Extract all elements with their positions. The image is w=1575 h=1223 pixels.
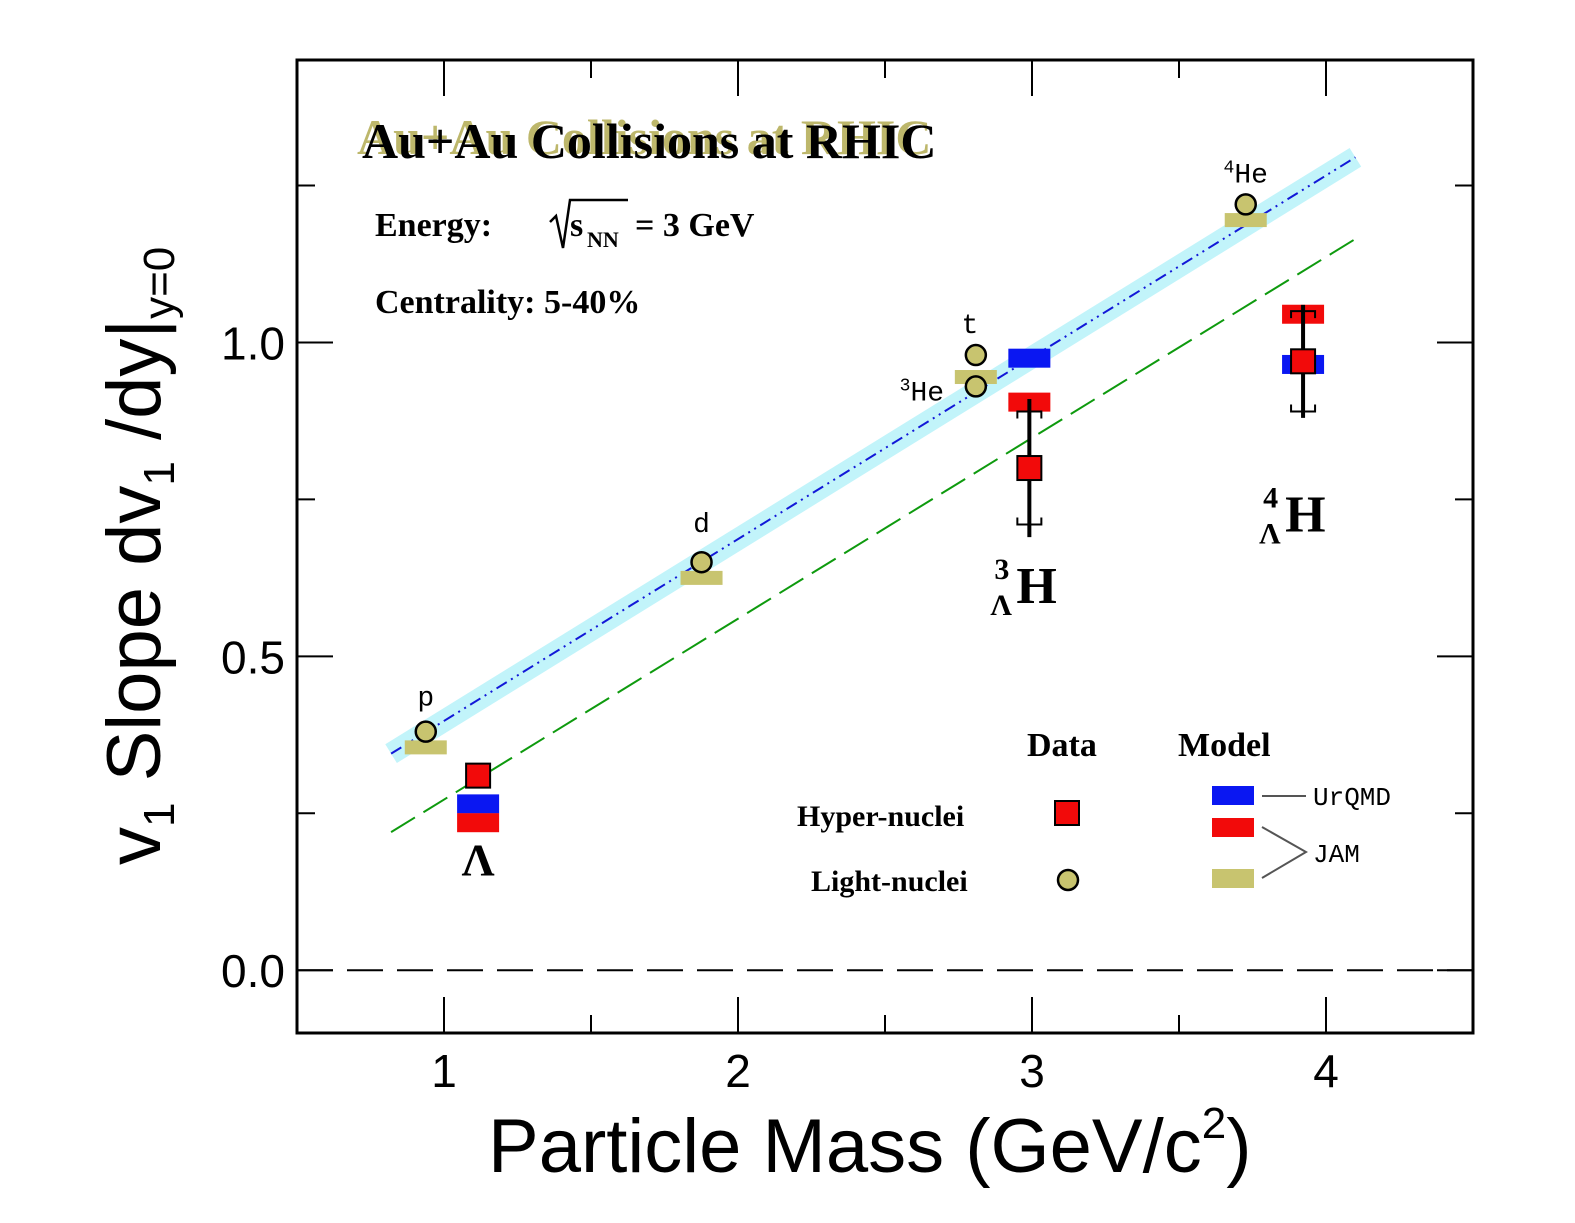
hyper-label-sup-2: 4 — [1263, 481, 1278, 514]
light-marker-0 — [414, 720, 438, 743]
ticks-layer: 1 2 3 4 0.0 0.5 1.0 — [221, 60, 1473, 1097]
fit-lines-layer — [390, 156, 1356, 833]
hyper-marker-1 — [1016, 455, 1043, 482]
energy-symbol: s — [570, 207, 583, 244]
light-marker-4 — [1234, 193, 1257, 216]
energy-label: Energy: — [375, 207, 492, 244]
jam-light-bar-0 — [404, 740, 447, 755]
legend-model-header: Model — [1178, 727, 1271, 764]
y-axis-label: v1 Slope dv1 /dy|y=0 — [92, 247, 184, 865]
energy-subscript: NN — [587, 227, 619, 252]
hyper-marker-2 — [1290, 348, 1317, 375]
svg-text:v1 Slope dv1 /dy|y=0: v1 Slope dv1 /dy|y=0 — [92, 247, 184, 865]
hyper-sys-error-2 — [1290, 310, 1317, 413]
x-tick-label-0: 1 — [431, 1045, 457, 1097]
legend-jam-light-bar — [1212, 869, 1254, 888]
chart-title: Au+Au Collisions at RHIC — [362, 113, 936, 169]
jam-light-bar-3 — [1224, 213, 1267, 228]
legend-hyper-marker — [1054, 800, 1080, 826]
hyper-label-name-1: H — [1016, 558, 1056, 615]
urqmd-bar-1 — [1008, 348, 1051, 368]
legend-urqmd-label: UrQMD — [1313, 783, 1391, 813]
x-tick-label-1: 2 — [725, 1045, 751, 1097]
hyper-label-sub-2: Λ — [1259, 517, 1281, 550]
legend-jam-connector — [1261, 826, 1308, 879]
light-label-0: p — [417, 684, 434, 715]
hyper-label-sup-1: 3 — [994, 553, 1009, 586]
chart-title-shadow: Au+Au Collisions at RHIC — [357, 109, 931, 165]
light-marker-1 — [690, 550, 713, 574]
data-markers-layer — [414, 193, 1317, 789]
hyper-marker-0 — [465, 762, 492, 789]
legend: Data Model Hyper-nuclei Light-nuclei UrQ… — [797, 727, 1391, 898]
legend-urqmd-bar — [1212, 786, 1254, 805]
energy-value: = 3 GeV — [635, 207, 755, 244]
centrality-label: Centrality: 5-40% — [375, 284, 640, 321]
jam-light-bar-1 — [680, 570, 723, 585]
urqmd-bar-0 — [457, 794, 500, 814]
y-tick-label-2: 1.0 — [221, 317, 285, 369]
y-tick-label-0: 0.0 — [221, 945, 285, 997]
x-tick-label-3: 4 — [1313, 1045, 1339, 1097]
hyper-label-0: Λ — [462, 835, 495, 886]
light-label-3: 3He — [900, 376, 944, 409]
legend-jam-label: JAM — [1313, 840, 1360, 870]
light-marker-3 — [964, 375, 988, 398]
legend-jam-hyper-bar — [1212, 818, 1254, 837]
x-axis-label: Particle Mass (GeV/c2) — [488, 1099, 1252, 1189]
x-tick-label-2: 3 — [1019, 1045, 1045, 1097]
light-nuclei-fit-line — [390, 156, 1356, 755]
hyper-label-name-2: H — [1285, 486, 1325, 543]
light-label-4: 4He — [1224, 158, 1268, 191]
legend-data-header: Data — [1027, 727, 1097, 764]
jam-hyper-bar-0 — [457, 813, 500, 833]
light-label-1: d — [693, 510, 710, 541]
light-marker-2 — [964, 343, 988, 367]
sqrt-symbol — [549, 198, 628, 249]
legend-hyper-label: Hyper-nuclei — [797, 800, 964, 833]
y-tick-label-1: 0.5 — [221, 631, 285, 683]
light-label-2: t — [961, 311, 978, 342]
hyper-label-sub-1: Λ — [990, 589, 1012, 622]
hyper-sys-error-1 — [1016, 410, 1043, 526]
legend-light-marker — [1056, 868, 1080, 892]
legend-light-label: Light-nuclei — [811, 865, 968, 898]
